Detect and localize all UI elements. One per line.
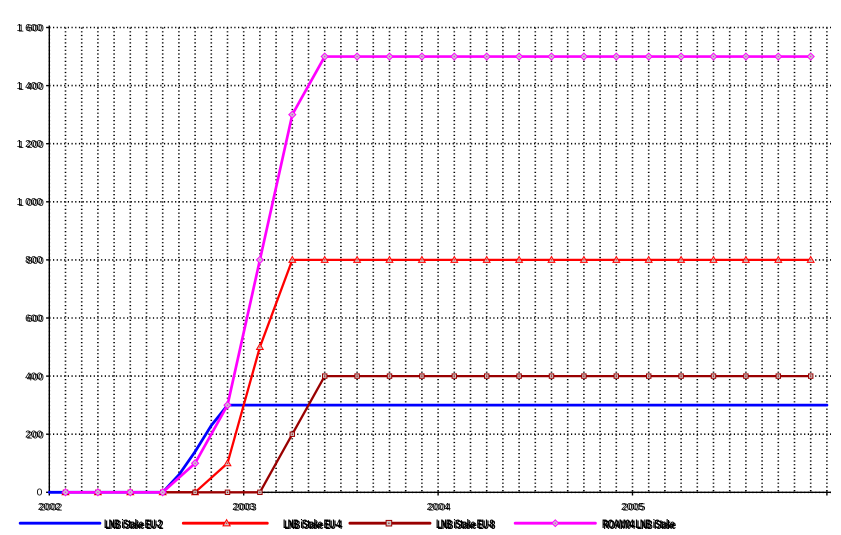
svg-text:1 000: 1 000 xyxy=(18,198,44,209)
svg-text:1 600: 1 600 xyxy=(18,24,44,35)
svg-text:200: 200 xyxy=(27,430,44,441)
svg-text:600: 600 xyxy=(27,314,44,325)
svg-text:1 200: 1 200 xyxy=(18,140,44,151)
svg-text:2003: 2003 xyxy=(234,503,257,514)
svg-text:1 400: 1 400 xyxy=(18,82,44,93)
svg-text:2005: 2005 xyxy=(623,503,646,514)
svg-text:400: 400 xyxy=(27,372,44,383)
svg-text:800: 800 xyxy=(27,256,44,267)
svg-text:2002: 2002 xyxy=(39,503,62,514)
svg-text:0: 0 xyxy=(37,488,43,499)
svg-text:2004: 2004 xyxy=(428,503,451,514)
